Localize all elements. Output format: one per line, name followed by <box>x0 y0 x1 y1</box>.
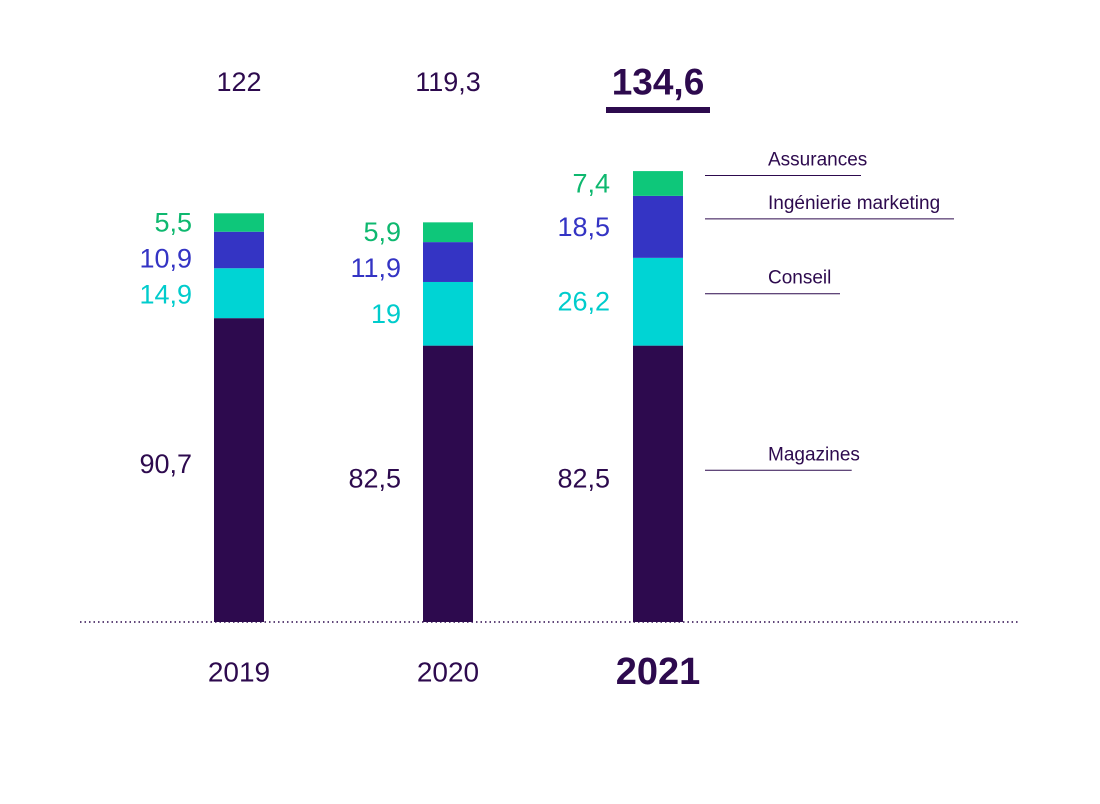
bar-magazines-2021 <box>633 345 683 622</box>
bar-magazines-2020 <box>423 345 473 622</box>
total-label-2019: 122 <box>216 67 261 97</box>
bar-assurances-2021 <box>633 171 683 196</box>
total-label-2021: 134,6 <box>612 62 705 103</box>
value-label-assurances-2021: 7,4 <box>572 168 610 198</box>
legend-label-assurances: Assurances <box>768 149 867 170</box>
bar-assurances-2019 <box>214 213 264 232</box>
value-label-magazines-2020: 82,5 <box>348 463 401 493</box>
bar-conseil-2021 <box>633 257 683 346</box>
total-underline-2021 <box>606 107 710 113</box>
category-label-2019: 2019 <box>208 657 270 688</box>
value-label-assurances-2019: 5,5 <box>154 208 192 238</box>
total-label-2020: 119,3 <box>415 67 481 97</box>
bar-ingenierie-marketing-2021 <box>633 195 683 258</box>
bar-magazines-2019 <box>214 318 264 622</box>
category-label-2020: 2020 <box>417 657 479 688</box>
legend-label-ingenierie-marketing: Ingénierie marketing <box>768 193 940 214</box>
value-label-conseil-2019: 14,9 <box>139 280 192 310</box>
value-label-ingenierie-marketing-2019: 10,9 <box>139 244 192 274</box>
value-label-ingenierie-marketing-2020: 11,9 <box>350 253 401 283</box>
legend-label-magazines: Magazines <box>768 444 860 465</box>
value-label-assurances-2020: 5,9 <box>363 217 401 247</box>
legend-label-conseil: Conseil <box>768 268 831 289</box>
value-label-magazines-2019: 90,7 <box>139 449 192 479</box>
value-label-conseil-2021: 26,2 <box>557 287 610 317</box>
value-label-ingenierie-marketing-2021: 18,5 <box>557 212 610 242</box>
bar-ingenierie-marketing-2019 <box>214 231 264 269</box>
category-label-2021: 2021 <box>616 651 701 693</box>
value-label-magazines-2021: 82,5 <box>557 463 610 493</box>
bar-conseil-2020 <box>423 281 473 346</box>
bar-conseil-2019 <box>214 268 264 319</box>
bar-ingenierie-marketing-2020 <box>423 242 473 282</box>
bar-assurances-2020 <box>423 222 473 243</box>
value-label-conseil-2020: 19 <box>371 299 401 329</box>
